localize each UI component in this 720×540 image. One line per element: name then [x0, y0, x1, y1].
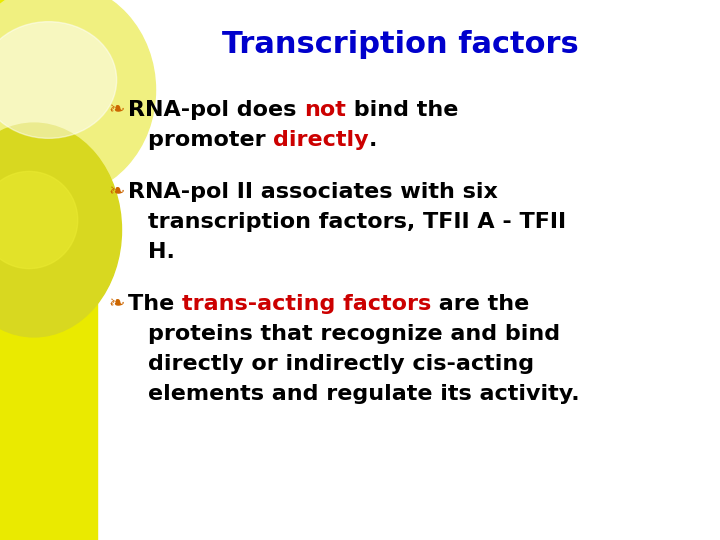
Text: bind the: bind the	[346, 100, 459, 120]
Ellipse shape	[0, 22, 117, 138]
Text: proteins that recognize and bind: proteins that recognize and bind	[148, 324, 560, 344]
FancyBboxPatch shape	[0, 0, 97, 540]
Text: ❧: ❧	[108, 100, 125, 119]
Ellipse shape	[0, 0, 156, 197]
Text: The: The	[128, 294, 182, 314]
Text: elements and regulate its activity.: elements and regulate its activity.	[148, 384, 580, 404]
Text: promoter: promoter	[148, 130, 274, 150]
Ellipse shape	[0, 171, 78, 268]
Text: transcription factors, TFII A - TFII: transcription factors, TFII A - TFII	[148, 212, 566, 232]
Text: not: not	[304, 100, 346, 120]
Text: H.: H.	[148, 242, 175, 262]
Text: RNA-pol II associates with six: RNA-pol II associates with six	[128, 182, 498, 202]
Text: ❧: ❧	[108, 294, 125, 313]
Ellipse shape	[0, 123, 122, 337]
Text: Transcription factors: Transcription factors	[222, 30, 578, 59]
Text: directly: directly	[274, 130, 369, 150]
Text: are the: are the	[431, 294, 529, 314]
Text: ❧: ❧	[108, 182, 125, 201]
Text: .: .	[369, 130, 377, 150]
Text: directly or indirectly cis-acting: directly or indirectly cis-acting	[148, 354, 534, 374]
Text: trans-acting factors: trans-acting factors	[182, 294, 431, 314]
Text: RNA-pol does: RNA-pol does	[128, 100, 304, 120]
